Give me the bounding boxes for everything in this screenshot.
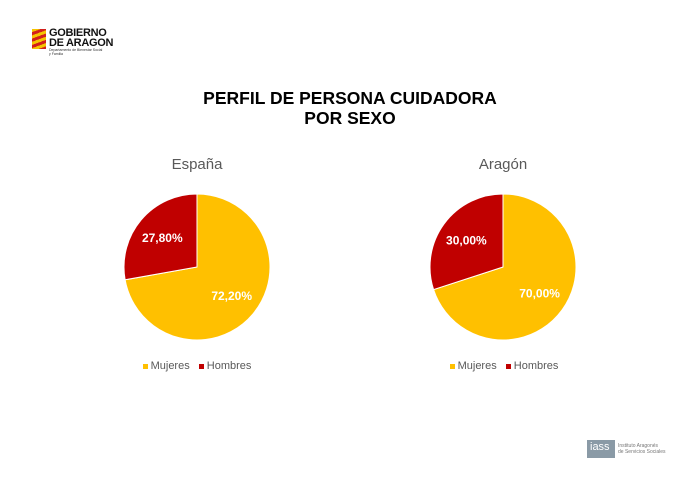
logo-line1: GOBIERNO bbox=[49, 27, 107, 39]
pie-slice-mujeres bbox=[432, 193, 577, 341]
iass-mark: iass bbox=[587, 440, 615, 458]
pie-slice-hombres bbox=[123, 193, 198, 281]
iass-line1: Instituto Aragonés bbox=[618, 443, 659, 449]
chart-title-aragon: Aragón bbox=[478, 156, 528, 173]
gobierno-aragon-logo: GOBIERNO DE ARAGON Departamento de Biene… bbox=[32, 28, 113, 56]
title-line1: PERFIL DE PERSONA CUIDADORA bbox=[203, 88, 497, 108]
logo-sub1: Departamento de Bienestar Social bbox=[49, 48, 103, 52]
iass-logo: iass Instituto Aragonés de Servicios Soci… bbox=[587, 440, 666, 458]
page-title: PERFIL DE PERSONA CUIDADORA POR SEXO bbox=[0, 88, 700, 128]
aragon-flag-icon bbox=[32, 29, 46, 49]
data-label-hombres: 30,00% bbox=[446, 233, 487, 247]
legend-item-mujeres: Mujeres bbox=[142, 360, 190, 372]
data-label-hombres: 27,80% bbox=[142, 231, 183, 245]
legend-item-hombres: Hombres bbox=[198, 360, 251, 372]
legend-item-mujeres: Mujeres bbox=[449, 360, 497, 372]
logo-line2: DE ARAGON bbox=[49, 37, 114, 49]
chart-title-espana: España bbox=[171, 156, 223, 173]
data-label-mujeres: 72,20% bbox=[211, 289, 252, 303]
legend-espana: Mujeres Hombres bbox=[97, 360, 297, 372]
pie-slice-hombres bbox=[429, 193, 504, 291]
legend-item-hombres: Hombres bbox=[505, 360, 558, 372]
title-line2: POR SEXO bbox=[304, 108, 396, 128]
pie-slice-mujeres bbox=[124, 193, 271, 341]
logo-sub2: y Familia bbox=[49, 52, 64, 56]
legend-aragon: Mujeres Hombres bbox=[404, 360, 604, 372]
iass-line2: de Servicios Sociales bbox=[618, 449, 666, 455]
data-label-mujeres: 70,00% bbox=[519, 287, 560, 301]
